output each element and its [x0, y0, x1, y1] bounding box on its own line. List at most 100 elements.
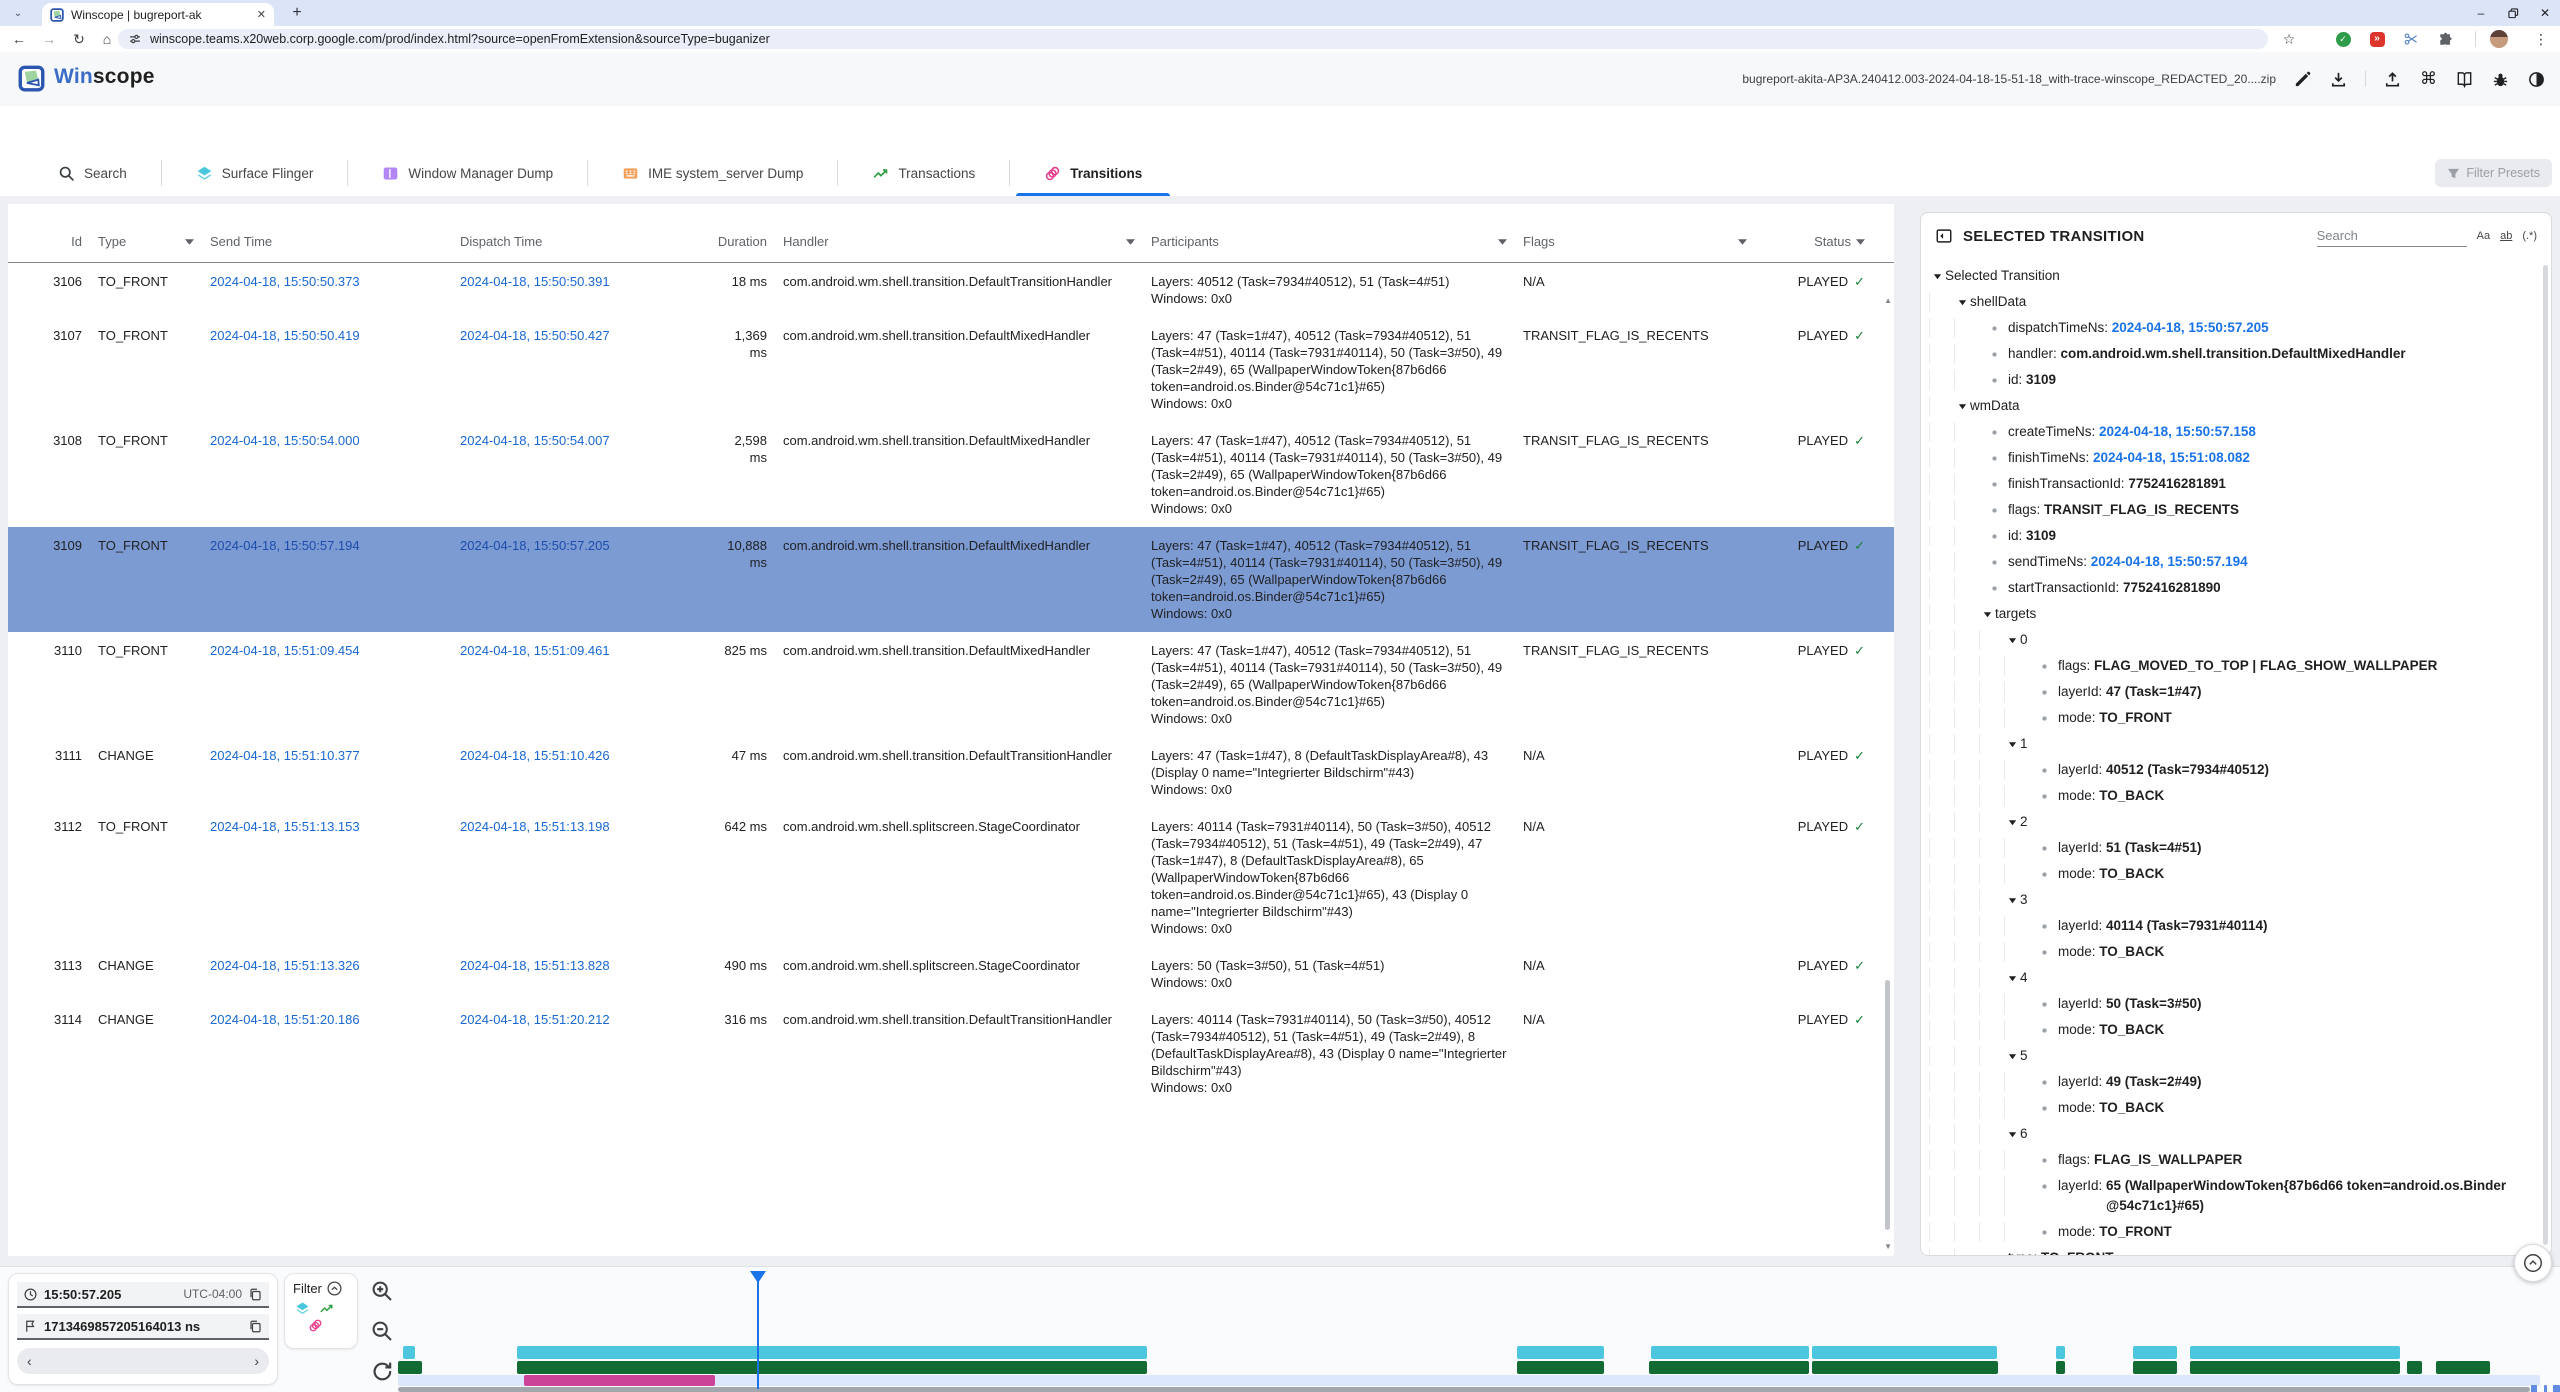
timestamp-link[interactable]: 2024-04-18, 15:50:54.007: [460, 433, 610, 448]
tab-ime-system-server-dump[interactable]: IME system_server Dump: [588, 150, 837, 196]
timeline-segment-transactions[interactable]: [1517, 1361, 1604, 1374]
tab-surface-flinger[interactable]: Surface Flinger: [162, 150, 348, 196]
table-scrollbar[interactable]: [1885, 980, 1890, 1230]
panel-scrollbar[interactable]: [2543, 265, 2548, 1245]
column-header-duration[interactable]: Duration: [707, 234, 775, 249]
trend-icon[interactable]: [319, 1301, 334, 1316]
timeline-canvas[interactable]: [0, 1267, 2560, 1392]
home-icon[interactable]: ⌂: [102, 31, 112, 47]
window-restore-button[interactable]: [2498, 0, 2528, 26]
human-time-field[interactable]: 15:50:57.205 UTC-04:00: [17, 1282, 269, 1308]
transition-row[interactable]: 3108 TO_FRONT 2024-04-18, 15:50:54.000 2024…: [28, 422, 1894, 527]
tree-row[interactable]: layerId: 40114 (Task=7931#40114): [1929, 913, 2539, 939]
tree-row[interactable]: targets: [1929, 601, 2539, 627]
tree-row[interactable]: mode: TO_BACK: [1929, 1017, 2539, 1043]
timeline-segment-transitions[interactable]: [524, 1375, 715, 1386]
tree-row[interactable]: Selected Transition: [1929, 263, 2539, 289]
column-header-handler[interactable]: Handler: [775, 234, 1143, 249]
prev-entry-icon[interactable]: ‹: [27, 1353, 32, 1369]
window-close-button[interactable]: ✕: [2539, 6, 2551, 20]
timeline-scrollbar[interactable]: [398, 1387, 2530, 1392]
scissors-extension-icon[interactable]: [2398, 26, 2424, 52]
timeline-range-mark[interactable]: [2553, 1385, 2560, 1392]
column-header-id[interactable]: Id: [28, 234, 90, 249]
timestamp-link[interactable]: 2024-04-18, 15:50:50.419: [210, 328, 360, 343]
scrollbar-up-icon[interactable]: ▲: [1884, 296, 1892, 305]
browser-menu-icon[interactable]: ⋮: [2534, 30, 2548, 47]
filter-chevron-icon[interactable]: [1856, 238, 1865, 245]
tree-row[interactable]: shellData: [1929, 289, 2539, 315]
tree-row[interactable]: layerId: 50 (Task=3#50): [1929, 991, 2539, 1017]
selection-search-input[interactable]: [2316, 225, 2467, 247]
tab-search-icon[interactable]: ⌄: [13, 7, 23, 19]
tree-row[interactable]: flags: TRANSIT_FLAG_IS_RECENTS: [1929, 497, 2539, 523]
tree-row[interactable]: finishTimeNs: 2024-04-18, 15:51:08.082: [1929, 445, 2539, 471]
filter-chevron-icon[interactable]: [185, 238, 194, 245]
next-entry-icon[interactable]: ›: [254, 1353, 259, 1369]
tree-row[interactable]: layerId: 65 (WallpaperWindowToken{87b6d6…: [1929, 1173, 2539, 1219]
timeline-segment-transactions[interactable]: [2190, 1361, 2400, 1374]
tree-row[interactable]: mode: TO_BACK: [1929, 783, 2539, 809]
column-header-participants[interactable]: Participants: [1143, 234, 1515, 249]
zoom-out-icon[interactable]: [370, 1319, 394, 1343]
layers-icon[interactable]: [295, 1301, 310, 1316]
extensions-puzzle-icon[interactable]: [2432, 26, 2458, 52]
copy-icon[interactable]: [248, 1319, 263, 1334]
extension-green-icon[interactable]: ✓: [2330, 26, 2356, 52]
new-tab-button[interactable]: +: [292, 4, 302, 21]
tree-row[interactable]: mode: TO_FRONT: [1929, 1219, 2539, 1245]
timeline-segment-transactions[interactable]: [2407, 1361, 2422, 1374]
chevron-down-icon[interactable]: [2004, 734, 2020, 754]
chevron-down-icon[interactable]: [2004, 812, 2020, 832]
timeline-cursor-line[interactable]: [757, 1281, 759, 1389]
tree-row[interactable]: 3: [1929, 887, 2539, 913]
timestamp-link[interactable]: 2024-04-18, 15:50:54.000: [210, 433, 360, 448]
browser-tab[interactable]: Winscope | bugreport-ak ✕: [42, 3, 274, 26]
timeline-segment-surface-flinger[interactable]: [1812, 1346, 1997, 1359]
tree-row[interactable]: layerId: 40512 (Task=7934#40512): [1929, 757, 2539, 783]
bug-report-icon[interactable]: [2491, 70, 2510, 89]
back-icon[interactable]: ←: [12, 31, 26, 47]
timestamp-link[interactable]: 2024-04-18, 15:51:20.212: [460, 1012, 610, 1027]
theme-toggle-icon[interactable]: [2527, 70, 2546, 89]
window-minimize-button[interactable]: –: [2477, 6, 2485, 20]
panel-collapse-icon[interactable]: [1935, 227, 1953, 245]
download-icon[interactable]: [2329, 70, 2348, 89]
timeline-segment-surface-flinger[interactable]: [403, 1346, 415, 1359]
tab-transactions[interactable]: Transactions: [838, 150, 1009, 196]
tree-row[interactable]: mode: TO_FRONT: [1929, 705, 2539, 731]
chevron-down-icon[interactable]: [1954, 292, 1970, 312]
tree-row[interactable]: 4: [1929, 965, 2539, 991]
chevron-down-icon[interactable]: [1929, 266, 1945, 286]
url-bar[interactable]: winscope.teams.x20web.corp.google.com/pr…: [118, 29, 2268, 49]
tree-row[interactable]: 0: [1929, 627, 2539, 653]
timestamp-link[interactable]: 2024-04-18, 15:50:57.194: [210, 538, 360, 553]
tree-row[interactable]: mode: TO_BACK: [1929, 861, 2539, 887]
tree-row[interactable]: id: 3109: [1929, 367, 2539, 393]
tree-row[interactable]: dispatchTimeNs: 2024-04-18, 15:50:57.205: [1929, 315, 2539, 341]
transition-row[interactable]: 3114 CHANGE 2024-04-18, 15:51:20.186 2024-0…: [28, 1001, 1894, 1106]
tree-row[interactable]: layerId: 49 (Task=2#49): [1929, 1069, 2539, 1095]
chevron-down-icon[interactable]: [2004, 1046, 2020, 1066]
transition-row[interactable]: 3109 TO_FRONT 2024-04-18, 15:50:57.194 2024…: [8, 527, 1894, 632]
timestamp-link[interactable]: 2024-04-18, 15:50:50.373: [210, 274, 360, 289]
timeline-segment-surface-flinger[interactable]: [2190, 1346, 2400, 1359]
tree-row[interactable]: 6: [1929, 1121, 2539, 1147]
swirl-icon[interactable]: [308, 1318, 323, 1333]
timestamp-link[interactable]: 2024-04-18, 15:51:13.828: [460, 958, 610, 973]
filter-chevron-icon[interactable]: [1498, 238, 1507, 245]
timestamp-link[interactable]: 2024-04-18, 15:51:09.461: [460, 643, 610, 658]
timeline-segment-transactions[interactable]: [2436, 1361, 2490, 1374]
timeline-segment-transactions[interactable]: [517, 1361, 1147, 1374]
tree-row[interactable]: 2: [1929, 809, 2539, 835]
copy-icon[interactable]: [248, 1287, 263, 1302]
timestamp-link[interactable]: 2024-04-18, 15:51:10.426: [460, 748, 610, 763]
column-header-send[interactable]: Send Time: [202, 234, 452, 249]
chevron-down-icon[interactable]: [2004, 890, 2020, 910]
chevron-down-icon[interactable]: [1979, 604, 1995, 624]
column-header-type[interactable]: Type: [90, 234, 202, 249]
timestamp-link[interactable]: 2024-04-18, 15:51:10.377: [210, 748, 360, 763]
transition-row[interactable]: 3106 TO_FRONT 2024-04-18, 15:50:50.373 2024…: [28, 263, 1894, 317]
transition-row[interactable]: 3112 TO_FRONT 2024-04-18, 15:51:13.153 2024…: [28, 808, 1894, 947]
transition-row[interactable]: 3111 CHANGE 2024-04-18, 15:51:10.377 2024-0…: [28, 737, 1894, 808]
